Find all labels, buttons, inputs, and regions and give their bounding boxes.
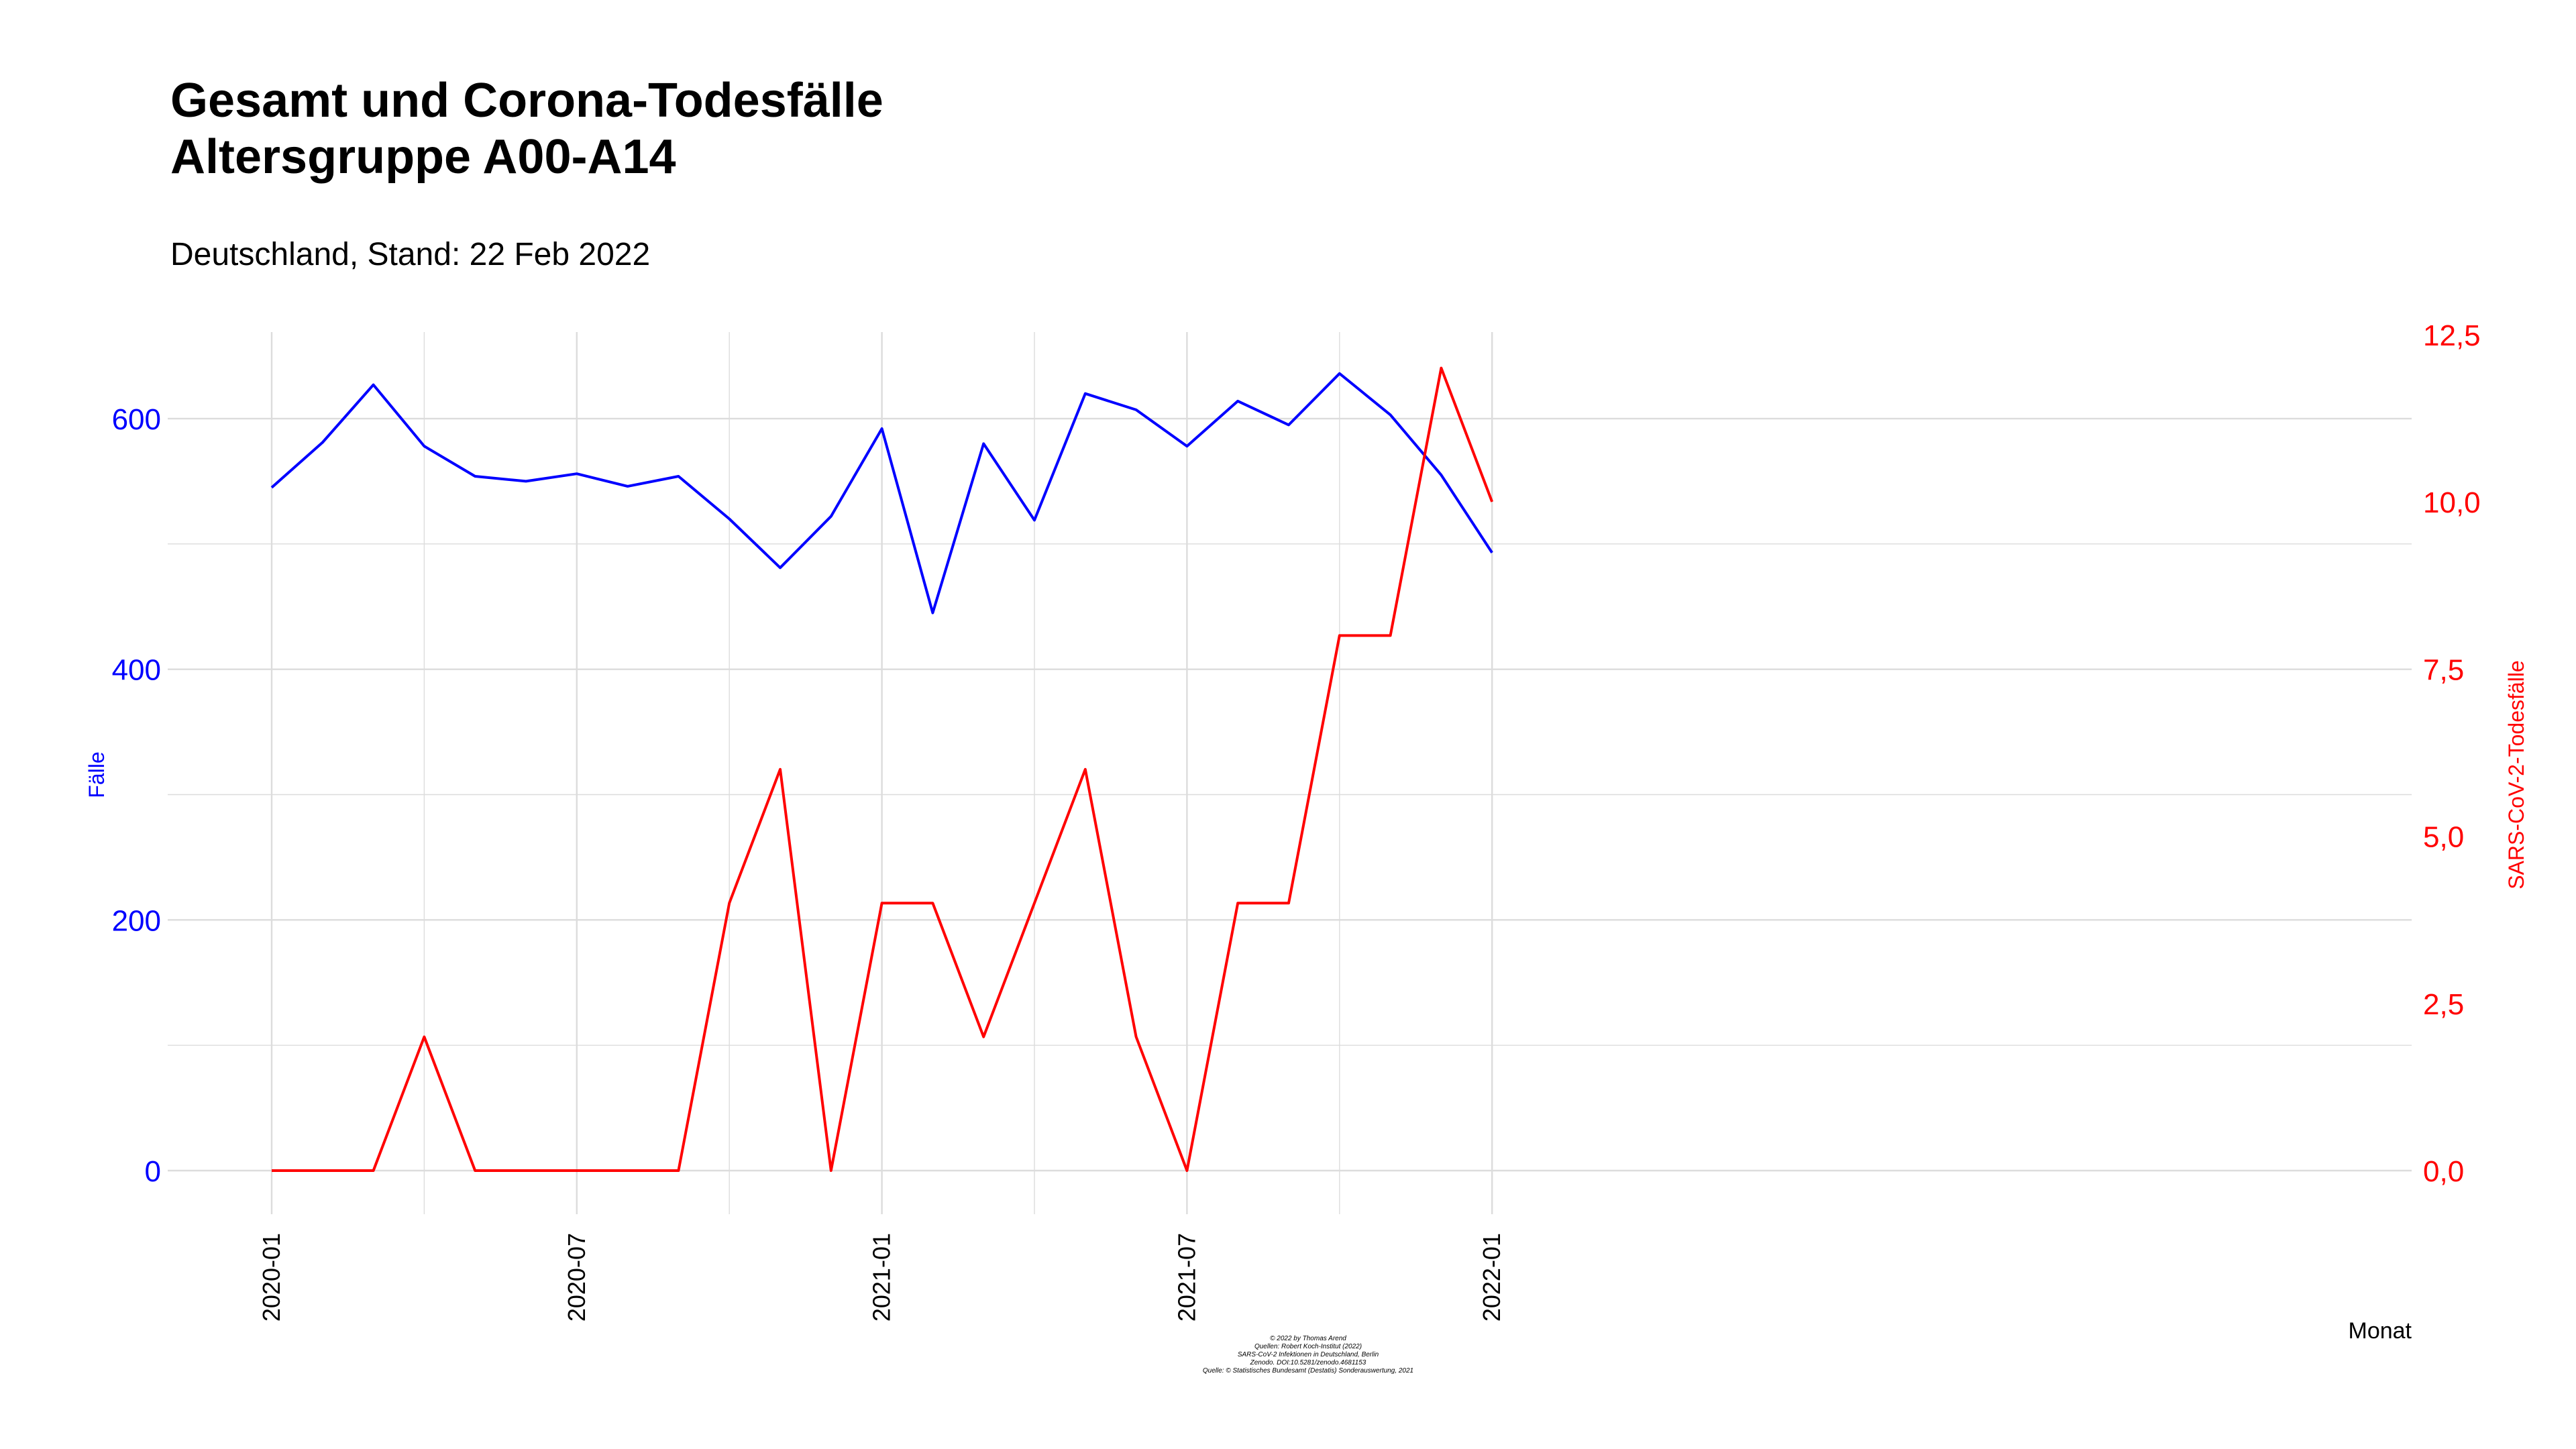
series-lines: [270, 366, 1494, 1172]
y-right-tick-label: 7,5: [2423, 653, 2464, 686]
caption-line: SARS-CoV-2 Infektionen in Deutschland, B…: [1237, 1351, 1379, 1358]
y-right-tick-label: 10,0: [2423, 486, 2481, 519]
y-right-tick-label: 2,5: [2423, 988, 2464, 1021]
y-left-tick-label: 200: [112, 904, 161, 937]
x-tick-label: 2020-01: [258, 1233, 285, 1322]
y-right-axis-title: SARS-CoV-2-Todesfälle: [2504, 660, 2528, 889]
x-tick-label: 2022-01: [1478, 1233, 1505, 1322]
axes: 0 200 400 600 0,0 2,5 5,0 7,5 10,0 12,5 2020-01 202…: [85, 319, 2528, 1344]
y-left-tick-label: 600: [112, 403, 161, 436]
series-line-deaths-covid: [272, 366, 1494, 1172]
x-tick-label: 2021-01: [868, 1233, 896, 1322]
caption-line: © 2022 by Thomas Arend: [1270, 1335, 1346, 1342]
chart-title: Gesamt und Corona-Todesfälle Altersgrupp…: [170, 72, 883, 185]
chart-title-line1: Gesamt und Corona-Todesfälle: [170, 74, 883, 127]
grid: [168, 332, 2412, 1214]
y-left-axis-title: Fälle: [85, 751, 109, 798]
chart-title-line2: Altersgruppe A00-A14: [170, 130, 676, 184]
y-right-tick-label: 12,5: [2423, 319, 2481, 352]
source-caption: © 2022 by Thomas Arend Quellen: Robert K…: [1140, 1335, 1476, 1375]
x-axis-title: Monat: [2349, 1318, 2412, 1344]
chart-subtitle: Deutschland, Stand: 22 Feb 2022: [170, 237, 651, 272]
x-tick-label: 2020-07: [563, 1233, 590, 1322]
caption-line: Quellen: Robert Koch-Institut (2022): [1254, 1343, 1362, 1350]
y-right-tick-label: 0,0: [2423, 1155, 2464, 1188]
caption-line: Quelle: © Statistisches Bundesamt (Desta…: [1202, 1367, 1414, 1375]
y-left-tick-label: 400: [112, 654, 161, 687]
x-tick-label: 2021-07: [1173, 1233, 1200, 1322]
series-line-cases: [270, 372, 1493, 614]
caption-line: Zenodo. DOI:10.5281/zenodo.4681153: [1250, 1359, 1366, 1366]
y-left-tick-label: 0: [145, 1155, 161, 1188]
y-right-tick-label: 5,0: [2423, 821, 2464, 854]
